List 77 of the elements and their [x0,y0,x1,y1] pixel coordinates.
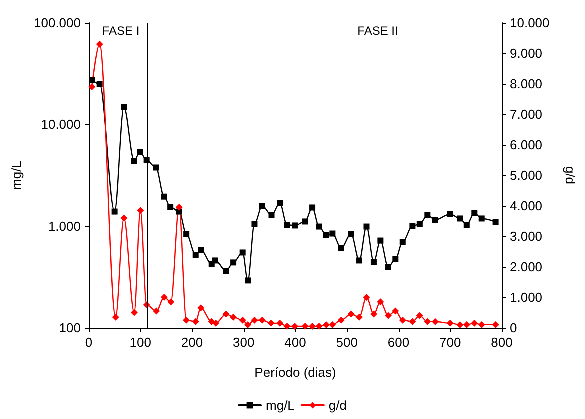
x-tick-label: 800 [491,335,513,350]
point [153,164,160,171]
y2-tick-label: 7.000 [510,107,543,122]
x-axis-title: Período (dias) [254,365,336,380]
point [416,221,423,228]
point [338,245,344,252]
x-tick-label: 700 [440,335,462,350]
y2-tick-label: 5.000 [510,168,543,183]
y-tick-label: 100.000 [34,16,81,30]
point [252,221,258,228]
point [447,211,454,218]
point [472,210,478,216]
y2-tick-label: 0 [510,320,518,336]
point [400,239,406,246]
x-tick-label: 500 [336,335,358,350]
y2-axis-title: g/d [563,166,578,185]
point [112,208,118,215]
x-tick-label: 100 [130,335,152,350]
point [137,149,144,156]
point [424,212,431,218]
point [464,222,470,228]
point [385,264,392,270]
point [198,247,204,254]
y2-tick-label: 1.000 [510,290,543,305]
point [432,217,438,224]
x-tick-label: 600 [388,335,410,350]
point [364,224,370,230]
point [268,212,275,218]
point [310,204,316,211]
x-tick-label: 300 [233,335,255,350]
point [492,219,499,226]
y-tick-label: 1.000 [48,218,81,234]
y2-tick-label: 8.000 [510,76,543,92]
point [245,278,252,284]
y-tick-label: 10.000 [41,117,81,132]
point [330,230,336,237]
y2-tick-label: 3.000 [510,229,543,244]
x-tick-label: 0 [85,335,93,350]
point [131,158,138,164]
annotation: FASE I [102,24,140,38]
point [370,259,377,266]
point [161,194,168,200]
y2-tick-label: 4.000 [510,198,543,214]
legend-label: g/d [328,398,347,413]
y2-tick-label: 10.000 [510,16,550,30]
point [356,258,363,264]
annotation: FASE II [358,24,398,38]
y2-tick-label: 6.000 [510,138,543,152]
point [292,222,298,229]
point [410,223,416,230]
point [284,222,290,228]
x-tick-label: 400 [284,335,306,350]
y2-tick-label: 2.000 [510,260,543,274]
point [316,224,322,230]
x-tick-label: 200 [181,335,204,350]
point [348,231,354,238]
point [223,268,230,274]
point [230,260,237,266]
point [259,202,266,209]
point [168,204,174,210]
point [121,104,128,110]
point [378,238,384,244]
point [240,250,246,256]
y-tick-label: 100 [59,320,81,336]
y-axis-title: mg/L [9,161,24,190]
point [212,258,218,264]
point [302,218,308,225]
point [192,252,199,258]
point [478,216,485,222]
y2-tick-label: 9.000 [510,46,543,61]
point [457,216,464,222]
point [184,231,190,238]
point [323,232,330,238]
legend-label: mg/L [266,398,295,413]
point [277,200,284,206]
point [392,256,399,262]
point [96,81,103,88]
